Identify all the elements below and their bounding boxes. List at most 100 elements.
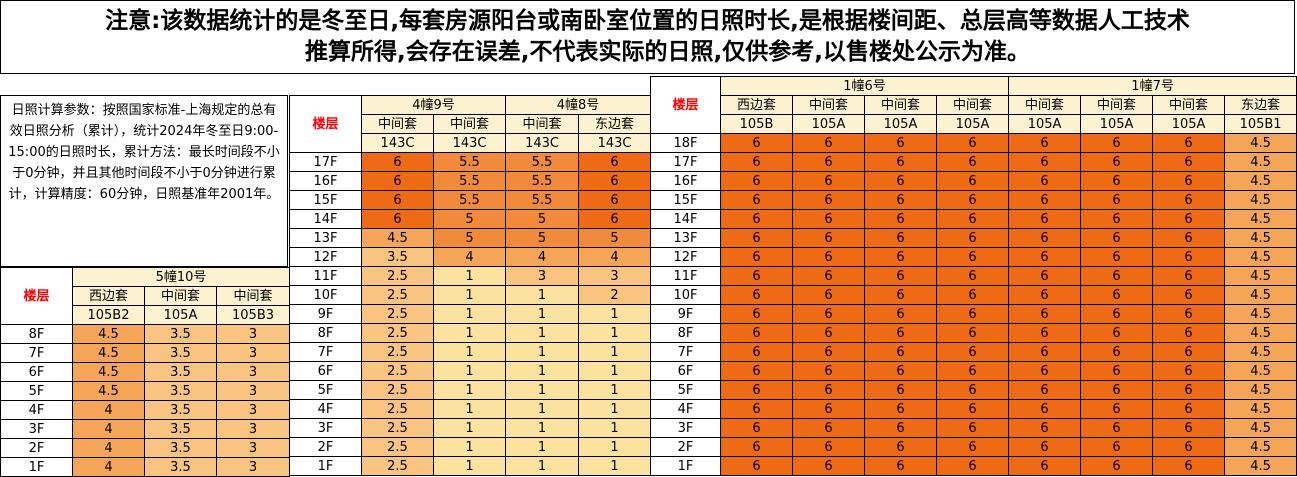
room-code-header: 105A (1080, 114, 1154, 134)
table-row: 5F 6 6 6 6 6 6 6 4.5 (650, 380, 1297, 400)
table-row: 11F 2.5 1 3 3 (289, 266, 652, 286)
sunlight-hours-cell: 1 (432, 361, 507, 381)
sunlight-hours-cell: 4.5 (1224, 190, 1297, 210)
table-row: 17F 6 5.5 5.5 6 (289, 152, 652, 172)
floor-label: 10F (289, 285, 362, 305)
table-row: 10F 2.5 1 1 2 (289, 285, 652, 305)
building-header: 4幢8号 (505, 95, 652, 115)
table-row: 9F 6 6 6 6 6 6 6 4.5 (650, 304, 1297, 324)
sunlight-hours-cell: 6 (720, 228, 793, 248)
floor-label: 7F (289, 342, 362, 362)
sunlight-hours-cell: 2.5 (361, 456, 434, 476)
sunlight-hours-cell: 1 (505, 418, 580, 438)
unit-type-header: 中间套 (432, 114, 507, 134)
table-row: 18F 6 6 6 6 6 6 6 4.5 (650, 133, 1297, 153)
sunlight-hours-cell: 6 (792, 399, 865, 419)
sunlight-hours-cell: 6 (1008, 361, 1082, 381)
table-row: 16F 6 6 6 6 6 6 6 4.5 (650, 171, 1297, 191)
sunlight-hours-cell: 5 (505, 228, 580, 248)
room-code-header: 143C (361, 133, 434, 153)
sunlight-hours-cell: 6 (1080, 437, 1154, 457)
room-code-header: 105A (792, 114, 865, 134)
sunlight-hours-cell: 6 (1152, 304, 1226, 324)
sunlight-hours-cell: 4.5 (1224, 209, 1297, 229)
sunlight-hours-cell: 6 (1152, 323, 1226, 343)
sunlight-hours-cell: 6 (792, 228, 865, 248)
sunlight-hours-cell: 6 (720, 152, 793, 172)
table-row: 16F 6 5.5 5.5 6 (289, 171, 652, 191)
sunlight-hours-cell: 6 (792, 285, 865, 305)
floor-label: 16F (289, 171, 362, 191)
sunlight-hours-cell: 6 (792, 456, 865, 476)
sunlight-hours-cell: 4.5 (1224, 247, 1297, 267)
sunlight-hours-cell: 2.5 (361, 361, 434, 381)
table-row: 12F 3.5 4 4 4 (289, 247, 652, 267)
table-row: 4F 2.5 1 1 1 (289, 399, 652, 419)
sunlight-hours-cell: 6 (720, 190, 793, 210)
room-code-header: 105A (1152, 114, 1226, 134)
table-row: 17F 6 6 6 6 6 6 6 4.5 (650, 152, 1297, 172)
unit-type-header: 中间套 (361, 114, 434, 134)
sunlight-hours-cell: 6 (1008, 380, 1082, 400)
table-row: 7F 2.5 1 1 1 (289, 342, 652, 362)
sunlight-hours-cell: 6 (792, 361, 865, 381)
floor-label: 11F (650, 266, 721, 286)
sunlight-hours-cell: 1 (505, 380, 580, 400)
sunlight-hours-cell: 5.5 (432, 190, 507, 210)
table-row: 4F 4 3.5 3 (0, 400, 291, 420)
sunlight-hours-cell: 6 (720, 247, 793, 267)
sunlight-hours-cell: 4.5 (1224, 133, 1297, 153)
sunlight-hours-cell: 5 (578, 228, 652, 248)
sunlight-hours-cell: 6 (1080, 190, 1154, 210)
floor-column-header: 楼层 (289, 95, 362, 153)
sunlight-hours-cell: 6 (935, 418, 1010, 438)
floor-label: 15F (289, 190, 362, 210)
sunlight-hours-cell: 6 (935, 209, 1010, 229)
floor-label: 8F (0, 324, 73, 344)
sunlight-hours-cell: 4 (72, 438, 145, 458)
sunlight-hours-cell: 4.5 (1224, 152, 1297, 172)
sunlight-hours-cell: 6 (720, 304, 793, 324)
sunlight-hours-cell: 6 (1008, 323, 1082, 343)
sunlight-hours-cell: 6 (1152, 418, 1226, 438)
sunlight-hours-cell: 1 (578, 418, 652, 438)
calculation-parameters: 日照计算参数：按照国家标准-上海规定的总有效日照分析（累计），统计2024年冬至… (0, 95, 288, 267)
sunlight-hours-cell: 6 (935, 171, 1010, 191)
sunlight-hours-cell: 3 (215, 381, 291, 401)
sunlight-hours-cell: 1 (432, 456, 507, 476)
floor-label: 1F (289, 456, 362, 476)
sunlight-hours-cell: 1 (432, 418, 507, 438)
sunlight-hours-cell: 6 (1080, 228, 1154, 248)
floor-label: 6F (650, 361, 721, 381)
sunlight-hours-cell: 4 (578, 247, 652, 267)
table-row: 14F 6 6 6 6 6 6 6 4.5 (650, 209, 1297, 229)
sunlight-hours-cell: 1 (578, 380, 652, 400)
sunlight-hours-cell: 4.5 (1224, 171, 1297, 191)
sunlight-hours-cell: 1 (505, 437, 580, 457)
unit-type-header: 西边套 (72, 286, 145, 306)
unit-type-header: 中间套 (792, 95, 865, 115)
floor-label: 5F (0, 381, 73, 401)
room-code-header: 105A (864, 114, 937, 134)
sunlight-hours-cell: 6 (935, 247, 1010, 267)
sunlight-hours-cell: 4.5 (72, 362, 145, 382)
floor-label: 11F (289, 266, 362, 286)
room-code-header: 105B3 (215, 305, 291, 325)
sunlight-hours-cell: 6 (1152, 209, 1226, 229)
room-code-header: 105A (1008, 114, 1082, 134)
sunlight-hours-cell: 1 (432, 285, 507, 305)
sunlight-hours-cell: 6 (361, 209, 434, 229)
table-row: 8F 4.5 3.5 3 (0, 324, 291, 344)
sunlight-hours-cell: 3 (505, 266, 580, 286)
sunlight-hours-cell: 5 (505, 209, 580, 229)
table-row: 3F 6 6 6 6 6 6 6 4.5 (650, 418, 1297, 438)
sunlight-hours-cell: 6 (1152, 228, 1226, 248)
sunlight-hours-cell: 4.5 (1224, 266, 1297, 286)
sunlight-hours-cell: 6 (935, 323, 1010, 343)
sunlight-hours-cell: 6 (864, 266, 937, 286)
sunlight-hours-cell: 1 (578, 323, 652, 343)
sunlight-hours-cell: 6 (935, 133, 1010, 153)
sunlight-hours-cell: 3.5 (144, 438, 217, 458)
sunlight-hours-cell: 1 (505, 399, 580, 419)
sunlight-hours-cell: 6 (1080, 266, 1154, 286)
